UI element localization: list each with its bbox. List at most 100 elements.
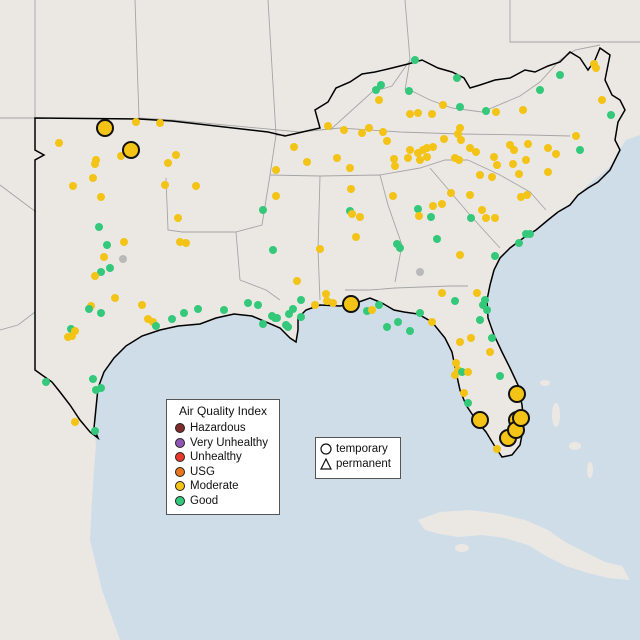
monitor-marker-moderate[interactable] — [311, 301, 319, 309]
monitor-marker-good[interactable] — [259, 206, 267, 214]
monitor-marker-no-data[interactable] — [119, 255, 127, 263]
monitor-marker-moderate[interactable] — [452, 359, 460, 367]
monitor-marker-moderate[interactable] — [491, 214, 499, 222]
monitor-marker-good[interactable] — [482, 107, 490, 115]
monitor-marker-moderate[interactable] — [414, 109, 422, 117]
monitor-marker-moderate[interactable] — [389, 192, 397, 200]
monitor-marker-moderate[interactable] — [428, 110, 436, 118]
monitor-marker-moderate[interactable] — [460, 389, 468, 397]
monitor-marker-moderate[interactable] — [522, 156, 530, 164]
monitor-marker-moderate[interactable] — [365, 124, 373, 132]
monitor-marker-good[interactable] — [576, 146, 584, 154]
monitor-marker-moderate[interactable] — [358, 129, 366, 137]
monitor-marker-good[interactable] — [372, 86, 380, 94]
monitor-marker-moderate[interactable] — [473, 289, 481, 297]
monitor-marker-moderate[interactable] — [439, 101, 447, 109]
monitor-marker-good[interactable] — [451, 297, 459, 305]
monitor-marker-moderate[interactable] — [97, 193, 105, 201]
monitor-marker-good[interactable] — [453, 74, 461, 82]
monitor-marker-moderate[interactable] — [523, 191, 531, 199]
monitor-marker-moderate[interactable] — [492, 108, 500, 116]
monitor-marker-moderate[interactable] — [404, 154, 412, 162]
monitor-marker-moderate[interactable] — [524, 140, 532, 148]
monitor-marker-moderate[interactable] — [438, 289, 446, 297]
monitor-marker-moderate[interactable] — [356, 213, 364, 221]
monitor-marker-moderate[interactable] — [454, 130, 462, 138]
monitor-marker-moderate[interactable] — [456, 338, 464, 346]
monitor-marker-good[interactable] — [269, 246, 277, 254]
monitor-marker-moderate[interactable] — [69, 182, 77, 190]
monitor-marker-good[interactable] — [496, 372, 504, 380]
monitor-marker-moderate[interactable] — [482, 214, 490, 222]
monitor-marker-good[interactable] — [289, 305, 297, 313]
monitor-marker-moderate[interactable] — [457, 136, 465, 144]
monitor-marker-good[interactable] — [194, 305, 202, 313]
monitor-marker-moderate[interactable] — [390, 155, 398, 163]
monitor-marker-moderate[interactable] — [490, 153, 498, 161]
monitor-marker-good[interactable] — [89, 375, 97, 383]
monitor-marker-good[interactable] — [91, 427, 99, 435]
monitor-marker-moderate[interactable] — [347, 185, 355, 193]
monitor-marker-moderate[interactable] — [333, 154, 341, 162]
monitor-marker-moderate[interactable] — [447, 189, 455, 197]
monitor-marker-moderate[interactable] — [478, 206, 486, 214]
monitor-marker-good[interactable] — [406, 327, 414, 335]
monitor-marker-good[interactable] — [244, 299, 252, 307]
monitor-marker-moderate[interactable] — [423, 153, 431, 161]
monitor-marker-moderate[interactable] — [316, 245, 324, 253]
temporary-monitor-marker-moderate[interactable] — [512, 409, 530, 427]
monitor-marker-moderate[interactable] — [391, 162, 399, 170]
monitor-marker-moderate[interactable] — [375, 96, 383, 104]
monitor-marker-good[interactable] — [488, 334, 496, 342]
monitor-marker-moderate[interactable] — [293, 277, 301, 285]
monitor-marker-good[interactable] — [536, 86, 544, 94]
monitor-marker-moderate[interactable] — [406, 146, 414, 154]
monitor-marker-moderate[interactable] — [303, 158, 311, 166]
monitor-marker-good[interactable] — [416, 309, 424, 317]
monitor-marker-moderate[interactable] — [138, 301, 146, 309]
monitor-marker-moderate[interactable] — [340, 126, 348, 134]
temporary-monitor-marker-moderate[interactable] — [122, 141, 140, 159]
monitor-marker-moderate[interactable] — [383, 137, 391, 145]
monitor-marker-moderate[interactable] — [476, 171, 484, 179]
monitor-marker-good[interactable] — [95, 223, 103, 231]
monitor-marker-moderate[interactable] — [544, 168, 552, 176]
monitor-marker-moderate[interactable] — [192, 182, 200, 190]
monitor-marker-good[interactable] — [377, 81, 385, 89]
monitor-marker-no-data[interactable] — [416, 268, 424, 276]
monitor-marker-moderate[interactable] — [455, 156, 463, 164]
monitor-marker-good[interactable] — [396, 244, 404, 252]
monitor-marker-moderate[interactable] — [466, 191, 474, 199]
monitor-marker-moderate[interactable] — [416, 156, 424, 164]
temporary-monitor-marker-moderate[interactable] — [342, 295, 360, 313]
monitor-marker-good[interactable] — [456, 103, 464, 111]
monitor-marker-moderate[interactable] — [324, 122, 332, 130]
monitor-marker-good[interactable] — [42, 378, 50, 386]
monitor-marker-good[interactable] — [97, 309, 105, 317]
monitor-marker-moderate[interactable] — [71, 327, 79, 335]
monitor-marker-moderate[interactable] — [488, 173, 496, 181]
monitor-marker-moderate[interactable] — [346, 164, 354, 172]
monitor-marker-good[interactable] — [394, 318, 402, 326]
monitor-marker-moderate[interactable] — [368, 306, 376, 314]
monitor-marker-moderate[interactable] — [438, 200, 446, 208]
monitor-marker-good[interactable] — [282, 321, 290, 329]
monitor-marker-moderate[interactable] — [456, 251, 464, 259]
monitor-marker-good[interactable] — [433, 235, 441, 243]
monitor-marker-moderate[interactable] — [55, 139, 63, 147]
monitor-marker-moderate[interactable] — [440, 135, 448, 143]
monitor-marker-good[interactable] — [85, 305, 93, 313]
monitor-marker-moderate[interactable] — [451, 371, 459, 379]
monitor-marker-moderate[interactable] — [515, 170, 523, 178]
temporary-monitor-marker-moderate[interactable] — [508, 385, 526, 403]
monitor-marker-good[interactable] — [464, 399, 472, 407]
monitor-marker-moderate[interactable] — [174, 214, 182, 222]
monitor-marker-moderate[interactable] — [552, 150, 560, 158]
monitor-marker-moderate[interactable] — [182, 239, 190, 247]
monitor-marker-moderate[interactable] — [100, 253, 108, 261]
monitor-marker-moderate[interactable] — [176, 238, 184, 246]
monitor-marker-moderate[interactable] — [415, 212, 423, 220]
monitor-marker-moderate[interactable] — [428, 318, 436, 326]
monitor-marker-good[interactable] — [427, 213, 435, 221]
